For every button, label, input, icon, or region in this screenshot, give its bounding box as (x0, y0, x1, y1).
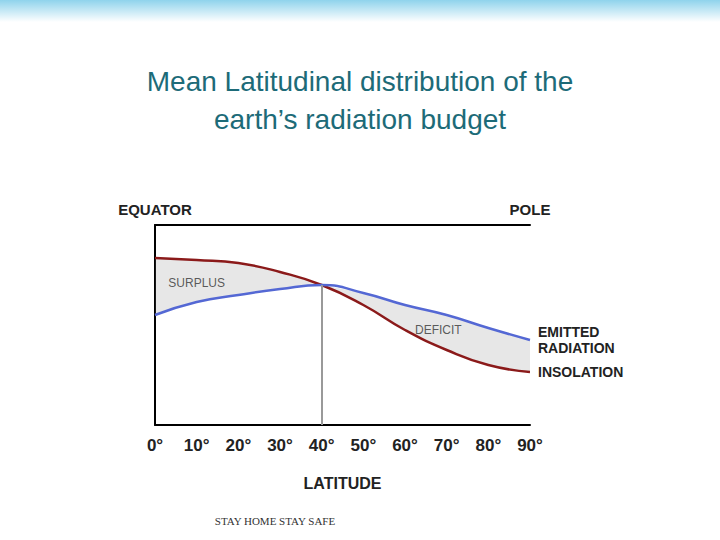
svg-text:INSOLATION: INSOLATION (538, 364, 623, 380)
svg-text:30°: 30° (267, 436, 293, 455)
svg-text:90°: 90° (517, 436, 543, 455)
svg-text:earth’s radiation budget: earth’s radiation budget (214, 104, 506, 135)
svg-text:Mean Latitudinal distribution: Mean Latitudinal distribution of the (147, 66, 574, 97)
svg-text:70°: 70° (434, 436, 460, 455)
svg-text:EMITTED: EMITTED (538, 324, 599, 340)
svg-text:DEFICIT: DEFICIT (415, 323, 462, 337)
svg-text:10°: 10° (184, 436, 210, 455)
svg-text:SURPLUS: SURPLUS (168, 276, 225, 290)
svg-text:40°: 40° (309, 436, 335, 455)
svg-text:LATITUDE: LATITUDE (304, 475, 382, 492)
svg-text:POLE: POLE (510, 201, 551, 218)
svg-text:20°: 20° (225, 436, 251, 455)
svg-text:50°: 50° (350, 436, 376, 455)
svg-text:60°: 60° (392, 436, 418, 455)
svg-text:RADIATION: RADIATION (538, 340, 615, 356)
svg-text:STAY HOME STAY SAFE: STAY HOME STAY SAFE (215, 515, 336, 527)
svg-text:0°: 0° (147, 436, 163, 455)
svg-text:EQUATOR: EQUATOR (118, 201, 192, 218)
svg-text:80°: 80° (475, 436, 501, 455)
